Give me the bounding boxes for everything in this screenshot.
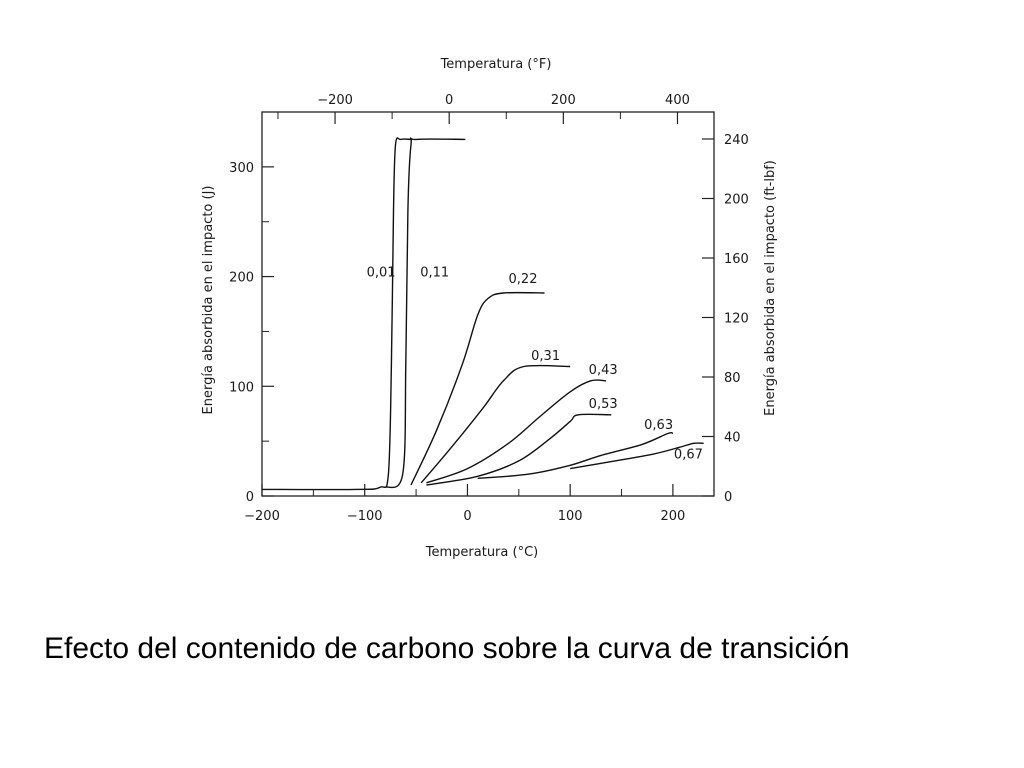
left-tick-label: 300: [229, 161, 254, 176]
right-axis-title: Energía absorbida en el impacto (ft-lbf): [763, 160, 778, 416]
top-tick-label: 400: [665, 93, 690, 108]
right-tick-label: 240: [724, 133, 749, 148]
bottom-tick-label: 200: [660, 509, 685, 524]
left-axis-title: Energía absorbida en el impacto (J): [201, 186, 216, 415]
bottom-axis-title: Temperatura (°C): [425, 545, 538, 560]
curve-label: 0,53: [589, 397, 618, 412]
curve-0-11: [384, 137, 466, 489]
right-tick-label: 160: [724, 252, 749, 267]
top-tick-label: 0: [445, 93, 453, 108]
bottom-tick-label: 100: [558, 509, 583, 524]
right-tick-label: 80: [724, 371, 741, 386]
right-tick-label: 120: [724, 311, 749, 326]
top-tick-label: −200: [317, 93, 353, 108]
right-tick-label: 40: [724, 430, 741, 445]
bottom-tick-label: −200: [244, 509, 280, 524]
curve-label: 0,01: [367, 266, 396, 281]
slide-caption: Efecto del contenido de carbono sobre la…: [44, 632, 850, 665]
curve-label: 0,31: [531, 349, 560, 364]
curve-0-53: [426, 413, 612, 486]
impact-energy-chart: −200 −100 0 100 200 −200 0 200 400 0 100 200 300 0 40 8…: [201, 57, 778, 560]
curve-label: 0,43: [589, 363, 618, 378]
curve-0-43: [426, 379, 607, 484]
curve-0-01: [261, 137, 412, 491]
plot-frame: [261, 111, 715, 497]
bottom-tick-label: −100: [347, 509, 383, 524]
left-tick-label: 200: [229, 271, 254, 286]
curve-0-31: [420, 364, 571, 484]
top-axis-title: Temperatura (°F): [440, 57, 552, 72]
curve-label: 0,67: [674, 448, 703, 463]
right-tick-label: 200: [724, 192, 749, 207]
curve-0-63: [477, 431, 674, 480]
bottom-tick-label: 0: [463, 509, 471, 524]
left-tick-label: 100: [229, 380, 254, 395]
curve-0-67: [570, 442, 704, 470]
right-tick-label: 0: [724, 490, 732, 505]
curve-label: 0,63: [644, 418, 673, 433]
left-tick-label: 0: [246, 490, 254, 505]
curve-0-22: [410, 291, 545, 486]
top-tick-label: 200: [551, 93, 576, 108]
curve-label: 0,22: [509, 272, 538, 287]
curve-label: 0,11: [420, 266, 449, 281]
